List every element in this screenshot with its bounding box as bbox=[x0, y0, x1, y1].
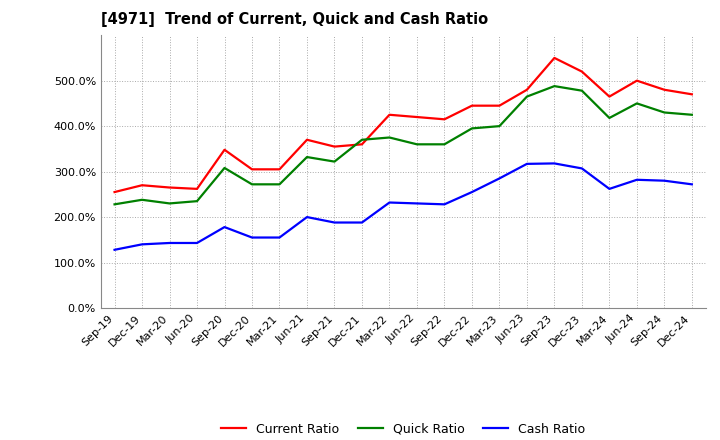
Current Ratio bbox=[193, 186, 202, 191]
Quick Ratio bbox=[523, 94, 531, 99]
Cash Ratio bbox=[550, 161, 559, 166]
Current Ratio bbox=[633, 78, 642, 83]
Current Ratio bbox=[495, 103, 504, 108]
Current Ratio bbox=[248, 167, 256, 172]
Quick Ratio bbox=[577, 88, 586, 93]
Current Ratio bbox=[413, 114, 421, 120]
Current Ratio bbox=[467, 103, 476, 108]
Cash Ratio bbox=[385, 200, 394, 205]
Line: Quick Ratio: Quick Ratio bbox=[114, 86, 692, 204]
Cash Ratio bbox=[577, 166, 586, 171]
Cash Ratio bbox=[110, 247, 119, 253]
Cash Ratio bbox=[138, 242, 146, 247]
Legend: Current Ratio, Quick Ratio, Cash Ratio: Current Ratio, Quick Ratio, Cash Ratio bbox=[216, 418, 590, 440]
Cash Ratio bbox=[523, 161, 531, 166]
Current Ratio bbox=[275, 167, 284, 172]
Quick Ratio bbox=[193, 198, 202, 204]
Quick Ratio bbox=[138, 197, 146, 202]
Cash Ratio bbox=[467, 189, 476, 194]
Cash Ratio bbox=[440, 202, 449, 207]
Quick Ratio bbox=[550, 84, 559, 89]
Cash Ratio bbox=[165, 240, 174, 246]
Quick Ratio bbox=[688, 112, 696, 117]
Quick Ratio bbox=[248, 182, 256, 187]
Cash Ratio bbox=[358, 220, 366, 225]
Cash Ratio bbox=[413, 201, 421, 206]
Quick Ratio bbox=[660, 110, 669, 115]
Quick Ratio bbox=[633, 101, 642, 106]
Current Ratio bbox=[440, 117, 449, 122]
Cash Ratio bbox=[605, 186, 613, 191]
Quick Ratio bbox=[495, 124, 504, 129]
Quick Ratio bbox=[467, 126, 476, 131]
Quick Ratio bbox=[302, 154, 311, 160]
Cash Ratio bbox=[660, 178, 669, 183]
Quick Ratio bbox=[385, 135, 394, 140]
Cash Ratio bbox=[193, 240, 202, 246]
Quick Ratio bbox=[110, 202, 119, 207]
Quick Ratio bbox=[330, 159, 339, 164]
Current Ratio bbox=[577, 69, 586, 74]
Cash Ratio bbox=[220, 224, 229, 230]
Cash Ratio bbox=[688, 182, 696, 187]
Current Ratio bbox=[660, 87, 669, 92]
Cash Ratio bbox=[275, 235, 284, 240]
Current Ratio bbox=[302, 137, 311, 143]
Current Ratio bbox=[688, 92, 696, 97]
Current Ratio bbox=[110, 189, 119, 194]
Line: Cash Ratio: Cash Ratio bbox=[114, 163, 692, 250]
Cash Ratio bbox=[633, 177, 642, 183]
Cash Ratio bbox=[302, 214, 311, 220]
Cash Ratio bbox=[248, 235, 256, 240]
Current Ratio bbox=[330, 144, 339, 149]
Current Ratio bbox=[138, 183, 146, 188]
Quick Ratio bbox=[275, 182, 284, 187]
Quick Ratio bbox=[413, 142, 421, 147]
Current Ratio bbox=[385, 112, 394, 117]
Quick Ratio bbox=[605, 115, 613, 121]
Text: [4971]  Trend of Current, Quick and Cash Ratio: [4971] Trend of Current, Quick and Cash … bbox=[101, 12, 488, 27]
Line: Current Ratio: Current Ratio bbox=[114, 58, 692, 192]
Quick Ratio bbox=[165, 201, 174, 206]
Quick Ratio bbox=[358, 137, 366, 143]
Quick Ratio bbox=[220, 165, 229, 171]
Current Ratio bbox=[220, 147, 229, 152]
Current Ratio bbox=[523, 87, 531, 92]
Current Ratio bbox=[550, 55, 559, 61]
Current Ratio bbox=[358, 142, 366, 147]
Current Ratio bbox=[605, 94, 613, 99]
Quick Ratio bbox=[440, 142, 449, 147]
Current Ratio bbox=[165, 185, 174, 190]
Cash Ratio bbox=[495, 176, 504, 181]
Cash Ratio bbox=[330, 220, 339, 225]
